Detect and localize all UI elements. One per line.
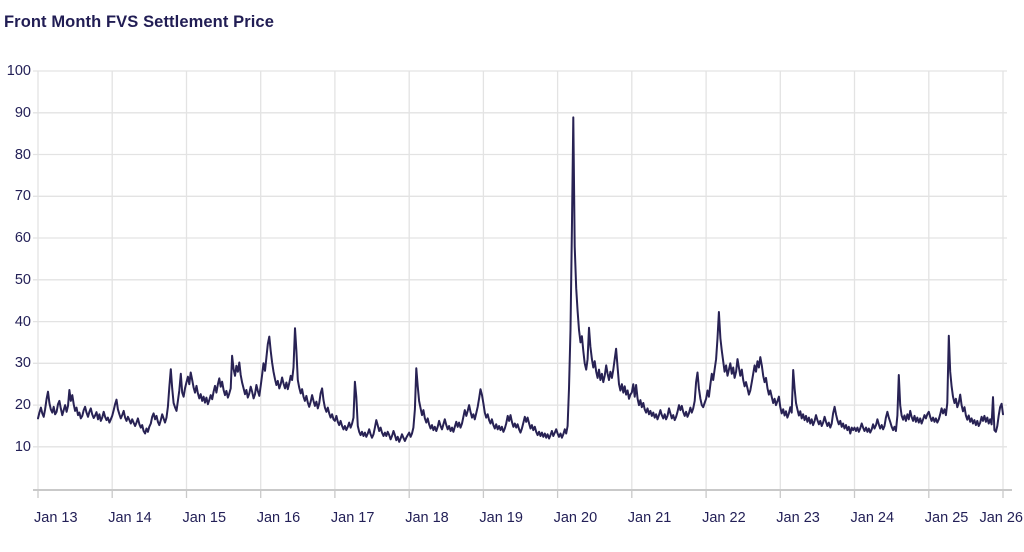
- y-axis-tick-label: 100: [6, 63, 31, 79]
- x-axis-tick-label: Jan 25: [924, 510, 969, 526]
- y-axis-tick-label: 80: [14, 146, 31, 163]
- x-axis-tick-label: Jan 15: [182, 510, 227, 526]
- x-axis-tick-label: Jan 16: [256, 510, 301, 526]
- y-axis-tick-label: 60: [14, 230, 31, 246]
- x-axis-tick-label: Jan 19: [479, 510, 523, 526]
- x-axis-tick-label: Jan 13: [34, 510, 78, 526]
- settlement-price-line: [37, 116, 1004, 443]
- y-axis-tick-label: 90: [14, 104, 31, 121]
- chart-title: Front Month FVS Settlement Price: [4, 13, 274, 31]
- x-axis-tick-label: Jan 20: [553, 510, 598, 526]
- vertical-gridlines: [37, 71, 1004, 498]
- y-axis-tick-label: 40: [14, 313, 31, 330]
- y-axis-tick-label: 50: [14, 271, 31, 288]
- y-axis-tick-label: 10: [14, 438, 31, 455]
- x-axis-tick-label: Jan 21: [627, 510, 672, 526]
- x-axis-tick-label: Jan 17: [330, 510, 375, 526]
- x-axis-tick-label: Jan 23: [776, 510, 820, 526]
- y-axis-tick-label: 70: [14, 188, 31, 205]
- x-axis-tick-label: Jan 22: [702, 510, 746, 526]
- x-axis-tick-label: Jan 18: [405, 510, 449, 526]
- x-axis-tick-label: Jan 24: [850, 510, 895, 526]
- y-axis-tick-label: 20: [14, 397, 31, 414]
- x-axis-tick-label: Jan 26: [979, 510, 1023, 526]
- y-axis-tick-label: 30: [14, 355, 31, 372]
- horizontal-gridlines: [33, 70, 1007, 448]
- x-axis-tick-label: Jan 14: [108, 510, 152, 526]
